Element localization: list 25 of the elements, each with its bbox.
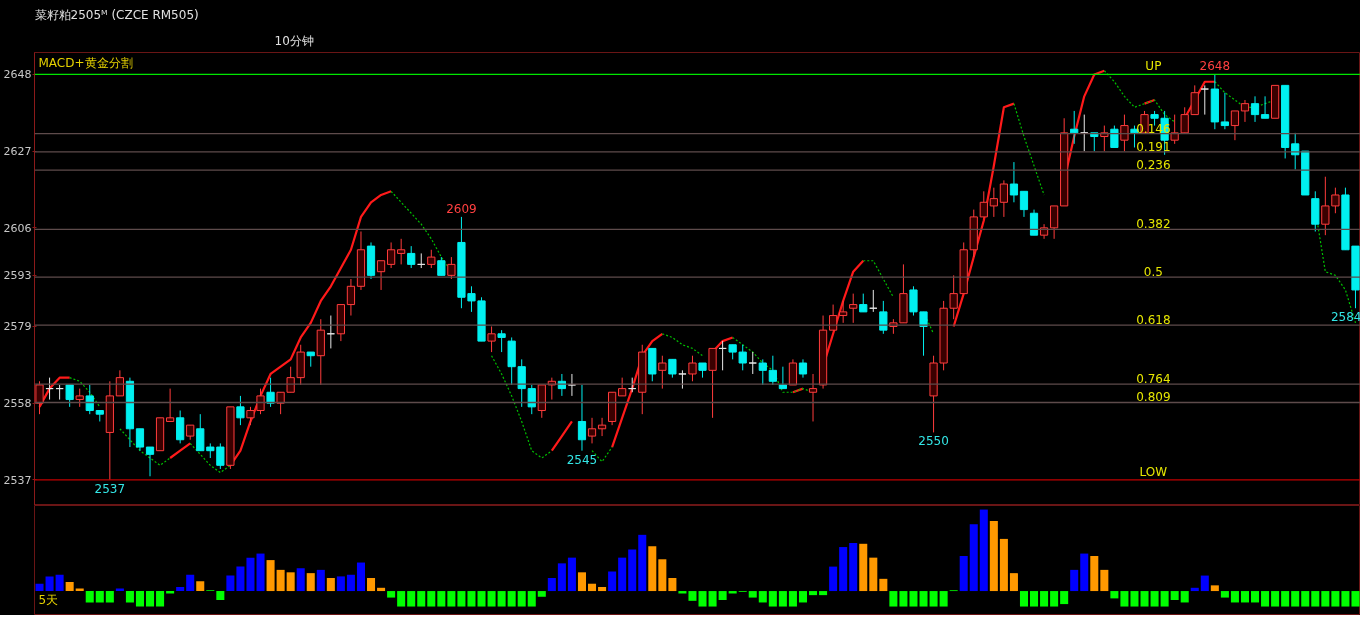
y-tick-label: 2627: [3, 145, 32, 159]
annotation: 2584: [1330, 310, 1360, 325]
y-tick-label: 2606: [3, 221, 32, 235]
annotation: 0.764: [1136, 372, 1171, 387]
annotation: 0.236: [1136, 158, 1171, 173]
annotation: 5天: [38, 593, 59, 608]
annotation: 2550: [918, 434, 949, 449]
y-tick-label: 2579: [3, 320, 32, 334]
annotation: 2648: [1199, 59, 1231, 74]
ref-line-label: UP: [1145, 59, 1162, 74]
chart-subtitle: 10分钟: [274, 33, 314, 48]
annotation: 2545: [566, 452, 598, 467]
annotation: MACD+黄金分割: [38, 55, 133, 70]
annotation: 0.809: [1136, 390, 1171, 405]
y-tick-label: 2593: [3, 269, 32, 283]
y-tick-label: 2648: [3, 68, 32, 82]
annotation: 2609: [446, 201, 477, 216]
annotation: 2537: [94, 481, 126, 496]
annotation: 0.5: [1143, 265, 1163, 280]
ref-line-label: LOW: [1139, 464, 1168, 479]
y-tick-label: 2558: [3, 397, 32, 411]
annotation: 0.618: [1136, 313, 1171, 328]
chart-title: 菜籽粕2505ᴹ (CZCE RM505): [34, 7, 199, 22]
y-tick-label: 2537: [3, 473, 32, 487]
annotation: 0.382: [1136, 217, 1171, 232]
